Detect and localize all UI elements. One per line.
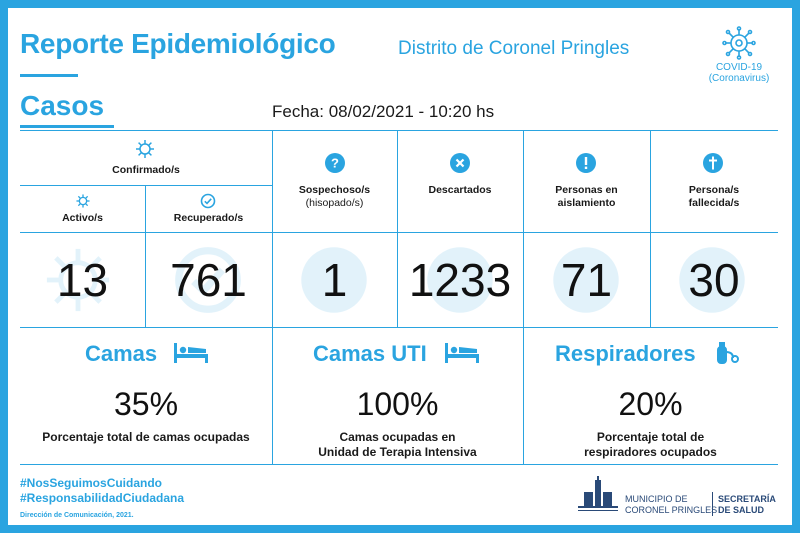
report-date: Fecha: 08/02/2021 - 10:20 hs: [272, 102, 495, 121]
sospechosos-label-1: Sospechoso/s: [298, 184, 371, 196]
grid-mid-line: [20, 232, 778, 233]
activos-label: Activo/s: [62, 212, 103, 224]
question-icon: ?: [325, 153, 345, 173]
question-watermark-icon: [301, 247, 367, 313]
grid-col-3: [397, 130, 398, 327]
virus-icon: [136, 140, 154, 158]
camas-uti-percent: 100%: [356, 386, 439, 422]
logo-divider: [712, 492, 713, 516]
camas-percent: 35%: [113, 386, 179, 422]
salud-label: DE SALUD: [718, 505, 765, 515]
fallecidos-value: 30: [688, 254, 740, 306]
sospechosos-label-2: (hisopado/s): [305, 197, 364, 209]
camas-uti-description-1: Camas ocupadas en: [339, 430, 456, 444]
alert-icon: [576, 153, 596, 173]
grid-bottom-line: [20, 327, 778, 328]
cross-watermark-icon: [679, 247, 745, 313]
virus-small-icon: [76, 194, 90, 208]
descartados-label: Descartados: [428, 184, 492, 196]
confirmados-label: Confirmado/s: [112, 164, 180, 176]
alert-watermark-icon: [553, 247, 619, 313]
camas-description: Porcentaje total de camas ocupadas: [42, 430, 250, 444]
svg-text:?: ?: [331, 156, 339, 171]
footer-line: [20, 464, 778, 465]
aislamiento-label-2: aislamiento: [557, 197, 616, 209]
grid-sub-line: [20, 185, 272, 186]
fallecidos-label-2: fallecida/s: [688, 197, 740, 209]
sospechosos-value: 1: [321, 254, 348, 306]
camas-uti-description-2: Unidad de Terapia Intensiva: [318, 445, 477, 459]
covid-label: COVID-19: [715, 62, 763, 73]
grid-col-1: [145, 185, 146, 327]
grid-col-2: [272, 130, 273, 327]
district-subtitle: Distrito de Coronel Pringles: [398, 38, 630, 59]
municipal-building-icon: [578, 476, 618, 511]
recuperados-label: Recuperado/s: [173, 212, 244, 224]
check-icon: [200, 193, 216, 209]
icu-bed-icon: [445, 343, 479, 363]
covid-badge: COVID-19 (Coronavirus): [700, 26, 778, 84]
title-underline: [20, 74, 78, 77]
virus-watermark-icon: [46, 248, 110, 312]
respiradores-percent: 20%: [618, 386, 683, 422]
close-watermark-icon: [427, 247, 493, 313]
coronel-pringles-label: CORONEL PRINGLES: [625, 505, 718, 515]
grid-col-4: [523, 130, 524, 327]
casos-heading: Casos: [20, 90, 105, 121]
aislamiento-value: 71: [560, 254, 613, 306]
check-watermark-icon: [175, 247, 241, 313]
camas-title: Camas: [85, 341, 158, 366]
cross-icon: [703, 153, 723, 173]
report-title: Reporte Epidemiológico: [20, 28, 336, 59]
hashtag-cuidando: #NosSeguimosCuidando: [20, 476, 163, 490]
municipio-label: MUNICIPIO DE: [625, 494, 688, 504]
bed-icon: [174, 343, 208, 363]
coronavirus-label: (Coronavirus): [708, 73, 770, 84]
credit-text: Dirección de Comunicación, 2021.: [20, 512, 134, 519]
grid-col-5: [650, 130, 651, 327]
secretaria-label: SECRETARÍA: [718, 494, 776, 504]
respiradores-title: Respiradores: [555, 341, 696, 366]
close-circle-icon: [450, 153, 470, 173]
section-col-1: [272, 327, 273, 464]
hashtag-responsabilidad: #ResponsabilidadCiudadana: [20, 491, 185, 505]
grid-top-line: [20, 130, 778, 131]
coronavirus-icon: [722, 26, 756, 60]
activos-value: 13: [56, 254, 109, 306]
section-col-2: [523, 327, 524, 464]
camas-uti-title: Camas UTI: [313, 341, 427, 366]
ventilator-icon: [717, 342, 739, 364]
recuperados-value: 761: [170, 254, 247, 306]
respiradores-description-1: Porcentaje total de: [596, 430, 705, 444]
fallecidos-label-1: Persona/s: [688, 184, 740, 196]
casos-underline: [20, 125, 114, 128]
descartados-value: 1233: [408, 254, 512, 306]
respiradores-description-2: respiradores ocupados: [584, 445, 717, 459]
aislamiento-label-1: Personas en: [555, 184, 618, 196]
